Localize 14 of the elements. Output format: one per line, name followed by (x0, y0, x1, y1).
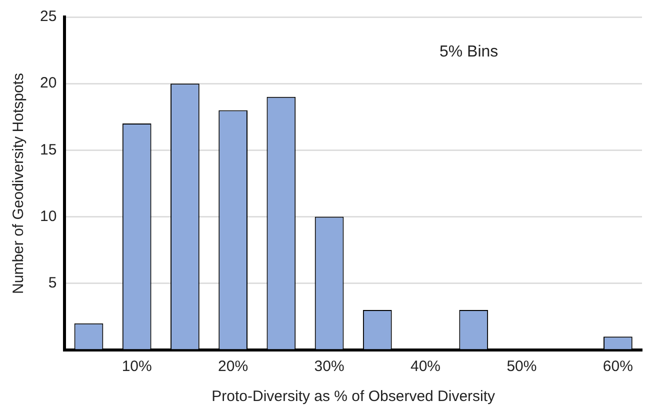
y-tick-label: 25 (40, 8, 57, 26)
y-tick-label: 15 (40, 141, 57, 158)
y-tick-label: 20 (40, 74, 57, 92)
annotation: 5% Bins (439, 43, 498, 60)
x-axis-title: Proto-Diversity as % of Observed Diversity (212, 388, 496, 406)
x-tick-label: 10% (122, 358, 152, 376)
y-axis-title: Number of Geodiversity Hotspots (10, 73, 28, 294)
x-tick-label: 40% (410, 358, 441, 376)
y-tick-label: 10 (40, 208, 57, 225)
x-tick-label: 60% (602, 358, 633, 376)
x-tick-label: 30% (314, 358, 344, 376)
y-tick-label: 5 (48, 274, 57, 292)
x-tick-label: 20% (218, 358, 248, 376)
x-tick-label: 50% (506, 358, 537, 376)
